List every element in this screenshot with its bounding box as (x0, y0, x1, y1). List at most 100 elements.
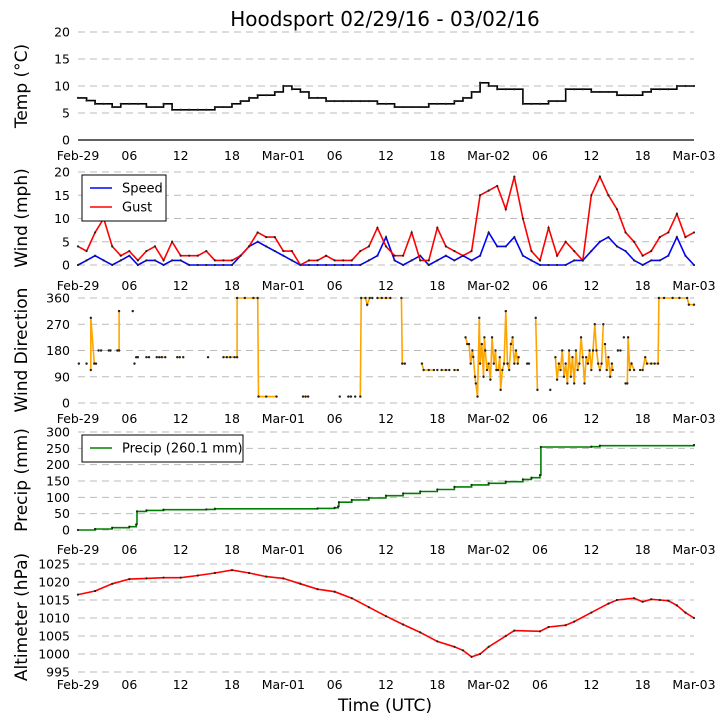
direction-data-point (306, 395, 310, 398)
direction-data-point (641, 368, 644, 372)
direction-data-point (496, 368, 500, 372)
data-point (453, 249, 456, 253)
data-point (650, 88, 653, 91)
x-tick-label: 18 (224, 148, 240, 163)
data-point (402, 623, 405, 626)
data-point (427, 263, 430, 267)
direction-data-point (476, 395, 479, 398)
direction-data-point (574, 349, 578, 352)
x-tick-label: 18 (635, 148, 651, 163)
direction-data-point (94, 362, 98, 365)
direction-data-point (499, 388, 502, 392)
data-point (135, 523, 138, 526)
data-point (547, 625, 550, 629)
direction-panel: 0 90 180 270 360 Feb-29 06 12 18 Mar-01 06 12 18 Mar-… (12, 288, 716, 426)
direction-data-point (235, 356, 239, 359)
data-point (94, 254, 97, 257)
direction-series-line (117, 311, 120, 352)
direction-series-line (359, 297, 373, 397)
direction-data-point (628, 368, 632, 372)
data-point (367, 496, 370, 500)
data-point (556, 100, 559, 103)
data-point (547, 100, 550, 103)
data-point (111, 526, 114, 529)
data-point (487, 482, 490, 485)
data-point (128, 102, 131, 105)
data-point (290, 249, 293, 253)
direction-data-point (494, 349, 497, 352)
direction-data-point (85, 362, 88, 365)
direction-data-point (603, 342, 607, 346)
x-axis-label: Time (UTC) (337, 696, 432, 716)
data-point (128, 525, 131, 528)
direction-data-point (359, 296, 363, 300)
data-point (179, 108, 182, 111)
data-point (94, 231, 97, 234)
direction-data-point (97, 349, 100, 352)
data-point (119, 259, 122, 262)
direction-data-point (365, 303, 369, 306)
direction-data-point (485, 368, 489, 372)
direction-data-point (495, 368, 498, 372)
data-point (607, 90, 610, 94)
direction-data-point (517, 356, 520, 359)
data-point (213, 507, 216, 510)
data-point (136, 259, 139, 262)
x-tick-label: Mar-02 (467, 278, 510, 293)
direction-data-point (448, 368, 451, 372)
data-point (376, 226, 379, 229)
data-point (496, 184, 499, 188)
data-point (530, 476, 533, 479)
data-point (248, 96, 251, 99)
direction-data-point (301, 395, 305, 398)
data-point (590, 611, 593, 614)
data-point (76, 263, 80, 267)
data-point (205, 263, 208, 267)
data-point (504, 634, 507, 638)
data-point (453, 259, 456, 262)
data-point (128, 254, 131, 257)
data-point (273, 90, 276, 94)
data-point (94, 589, 97, 593)
legend: Speed Gust (81, 174, 167, 222)
x-tick-label: Mar-01 (262, 677, 305, 692)
data-point (333, 590, 336, 593)
x-tick-label: 12 (378, 542, 394, 557)
direction-data-point (561, 349, 564, 352)
y-tick-label: 995 (46, 665, 70, 680)
direction-data-point (478, 316, 481, 320)
data-point (650, 259, 653, 262)
data-point (342, 100, 345, 103)
data-point (333, 263, 336, 267)
y-tick-label: 15 (54, 188, 70, 203)
direction-data-point (482, 375, 485, 378)
x-tick-label: 18 (224, 278, 240, 293)
data-point (487, 84, 490, 88)
data-point (538, 102, 542, 105)
y-tick-label: 10 (54, 79, 70, 94)
data-point (179, 259, 182, 262)
x-tick-label: Mar-01 (262, 542, 305, 557)
x-tick-label: Mar-03 (672, 148, 715, 163)
data-point (213, 259, 216, 262)
data-point (119, 102, 122, 105)
data-point (367, 606, 370, 609)
data-point (521, 254, 524, 257)
data-point (384, 615, 388, 618)
data-point (496, 245, 499, 248)
direction-data-point (474, 382, 478, 385)
data-point (692, 616, 696, 620)
data-point (282, 84, 285, 88)
data-point (248, 571, 251, 575)
data-point (453, 100, 456, 103)
data-point (538, 263, 542, 267)
direction-data-point (99, 349, 103, 352)
data-point (436, 259, 439, 262)
data-point (650, 249, 653, 253)
data-point (350, 100, 353, 103)
data-point (419, 105, 422, 109)
direction-data-point (616, 349, 620, 352)
direction-series-line (421, 363, 434, 371)
direction-data-point (93, 362, 96, 365)
